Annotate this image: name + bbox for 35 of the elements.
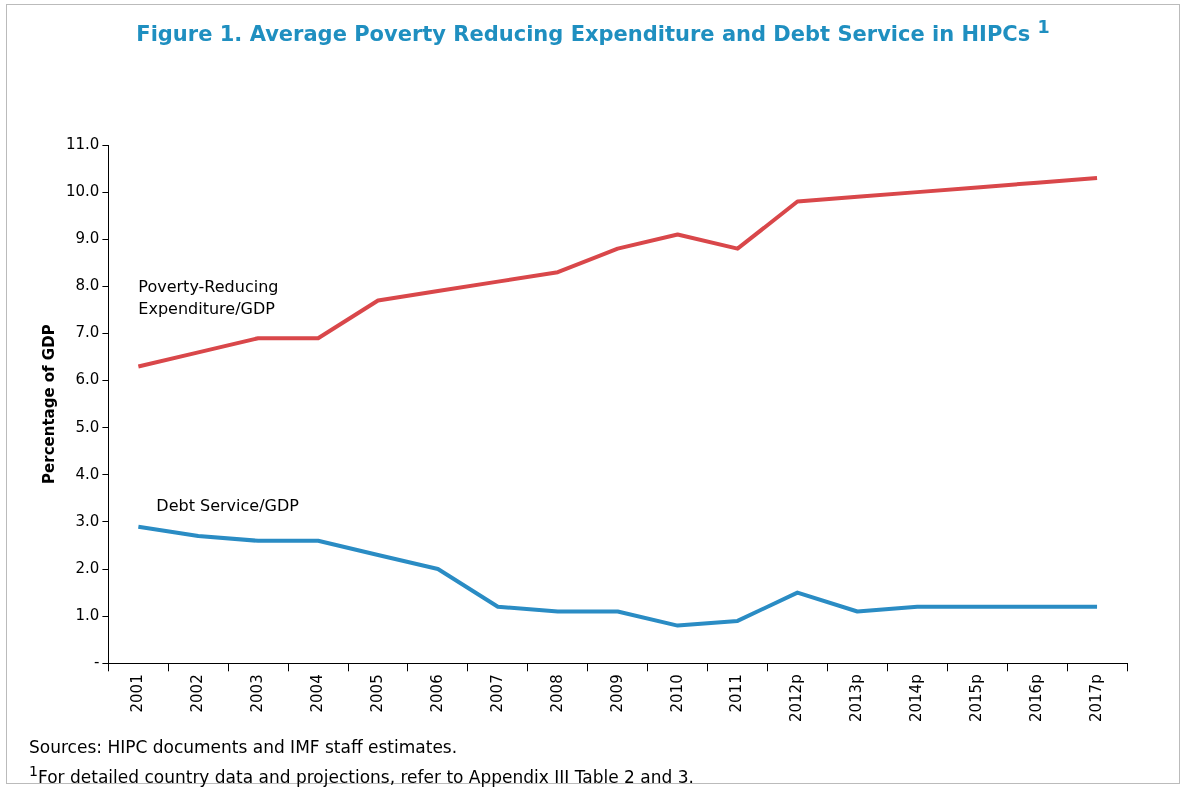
x-tick-label: 2017p — [1086, 674, 1105, 723]
x-tick-label: 2005 — [367, 674, 386, 713]
x-tick-label: 2002 — [188, 674, 207, 713]
x-tick-label: 2016p — [1027, 674, 1046, 723]
y-axis-title: Percentage of GDP — [39, 324, 58, 484]
series-label: Poverty-Reducing Expenditure/GDP — [138, 277, 279, 319]
y-tick-label: 3.0 — [75, 511, 100, 530]
x-tick-label: 2004 — [308, 674, 326, 713]
y-tick-label: 8.0 — [75, 276, 100, 295]
chart-title: Figure 1. Average Poverty Reducing Expenditure and Debt Service in HIPCs $^{1}$ — [135, 17, 1051, 46]
x-tick-label: 2011 — [727, 674, 746, 713]
text: $^{1}$For detailed country data and projections, refer to Appendix III Table 2 and 3. — [29, 762, 694, 789]
y-tick-label: 4.0 — [75, 464, 100, 483]
y-tick-label: 10.0 — [65, 182, 100, 201]
y-tick-label: 9.0 — [75, 229, 100, 248]
x-tick-label: 2009 — [607, 674, 626, 713]
x-tick-label: 2006 — [427, 674, 446, 713]
y-tick-label: 11.0 — [65, 134, 100, 153]
y-tick-label: 2.0 — [75, 558, 100, 577]
y-tick-label: 7.0 — [75, 323, 100, 342]
x-tick-label: 2010 — [667, 674, 686, 713]
x-tick-label: 2013p — [847, 674, 866, 723]
y-tick-label: 6.0 — [75, 370, 100, 389]
source-note: Sources: HIPC documents and IMF staff estimates. — [29, 736, 459, 759]
x-tick-label: 2012p — [787, 674, 806, 723]
x-tick-label: 2008 — [547, 674, 566, 713]
x-tick-label: 2007 — [487, 674, 506, 713]
x-tick-label: 2014p — [907, 674, 926, 723]
x-tick-label: 2015p — [967, 674, 986, 723]
x-tick-label: 2001 — [128, 674, 147, 713]
x-tick-label: 2003 — [248, 674, 267, 713]
series-label: Debt Service/GDP — [156, 495, 300, 515]
y-tick-label: 5.0 — [75, 417, 100, 436]
y-tick-label: - — [93, 653, 100, 672]
y-tick-label: 1.0 — [75, 606, 100, 625]
